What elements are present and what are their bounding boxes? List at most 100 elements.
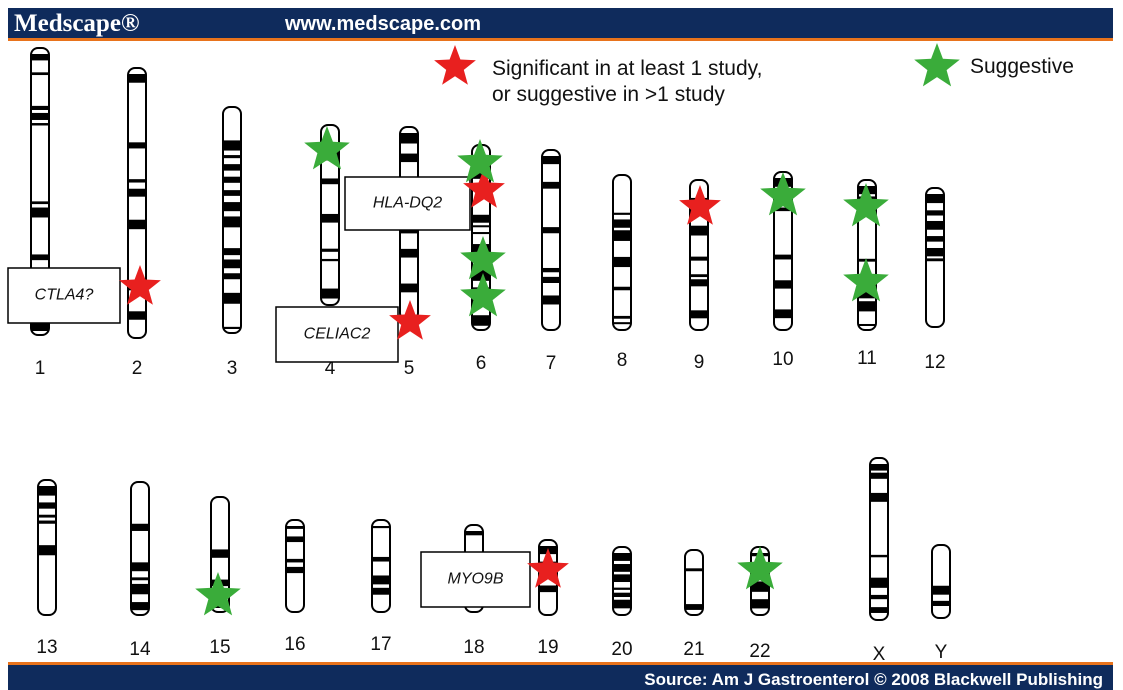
chromosome-label: 15 xyxy=(209,637,230,658)
band xyxy=(473,232,489,235)
chromosome-label: 14 xyxy=(129,639,151,660)
band xyxy=(39,502,55,509)
gene-box xyxy=(344,176,471,231)
band xyxy=(322,178,338,185)
band xyxy=(401,133,417,144)
band xyxy=(614,574,630,583)
star xyxy=(389,300,431,340)
star xyxy=(737,546,783,590)
band xyxy=(212,549,228,558)
band xyxy=(933,585,949,595)
band xyxy=(933,600,949,607)
chromosome-label: Y xyxy=(935,642,948,663)
band xyxy=(543,156,559,165)
chromosome-label: 5 xyxy=(404,358,415,379)
band xyxy=(32,254,48,261)
band xyxy=(859,323,875,326)
band xyxy=(752,599,768,609)
chromosome-label: 2 xyxy=(132,358,143,379)
band xyxy=(927,247,943,257)
band xyxy=(543,227,559,234)
band xyxy=(322,248,338,252)
chromosome-label: 18 xyxy=(463,637,484,658)
gene-label: HLA-DQ2 xyxy=(373,195,442,212)
chromosome-label: 6 xyxy=(476,353,487,374)
band xyxy=(927,258,943,262)
url: www.medscape.com xyxy=(284,13,481,35)
header-rule xyxy=(8,38,1113,41)
band xyxy=(401,153,417,163)
stars xyxy=(119,43,960,616)
chromosome xyxy=(541,149,561,331)
band xyxy=(686,568,702,572)
band xyxy=(32,322,48,331)
band xyxy=(691,225,707,236)
band xyxy=(224,248,240,256)
band xyxy=(614,564,630,572)
band xyxy=(373,587,389,595)
band xyxy=(32,54,48,61)
band xyxy=(401,283,417,293)
star xyxy=(527,548,569,588)
band xyxy=(224,216,240,228)
star xyxy=(460,273,506,317)
band xyxy=(132,602,148,611)
legend-text: Significant in at least 1 study, xyxy=(492,57,762,80)
band xyxy=(39,545,55,556)
band xyxy=(752,581,768,592)
band xyxy=(614,286,630,291)
band xyxy=(129,219,145,230)
band xyxy=(129,188,145,197)
band xyxy=(614,230,630,241)
chromosome-label: 10 xyxy=(772,349,793,370)
band xyxy=(129,142,145,149)
chromosome-label: 16 xyxy=(284,634,305,655)
star xyxy=(914,43,960,87)
chromosome xyxy=(925,187,945,328)
chromosome xyxy=(931,544,951,619)
band xyxy=(614,256,630,268)
footer-bar xyxy=(8,665,1113,690)
band xyxy=(132,562,148,572)
band xyxy=(686,604,702,610)
gene-box xyxy=(420,551,531,608)
band xyxy=(859,258,875,262)
band xyxy=(224,176,240,183)
band xyxy=(32,201,48,205)
band xyxy=(859,301,875,312)
band xyxy=(287,526,303,529)
chromosome-label: 12 xyxy=(924,352,945,373)
band xyxy=(287,558,303,563)
chromosome-label: 4 xyxy=(325,358,336,379)
band xyxy=(614,599,630,609)
gene-boxes: CTLA4? CELIAC2 HLA-DQ2 MYO9B xyxy=(7,176,531,608)
band xyxy=(614,553,630,561)
chromosome xyxy=(130,481,150,616)
gene-box xyxy=(275,306,399,363)
star xyxy=(463,168,505,208)
band xyxy=(775,254,791,260)
band xyxy=(543,276,559,284)
band xyxy=(927,220,943,230)
band xyxy=(129,179,145,183)
legend-text: or suggestive in >1 study xyxy=(492,83,725,106)
band xyxy=(224,326,240,329)
band xyxy=(32,207,48,218)
chromosome-label: 19 xyxy=(537,637,558,658)
band xyxy=(614,592,630,598)
chromosome-label: X xyxy=(873,644,886,665)
band xyxy=(691,310,707,319)
band xyxy=(871,472,887,479)
band xyxy=(543,267,559,273)
band xyxy=(775,309,791,319)
chromosome-label: 22 xyxy=(749,641,770,662)
band xyxy=(224,155,240,159)
star xyxy=(457,139,503,183)
band xyxy=(614,212,630,215)
band xyxy=(129,311,145,320)
band xyxy=(927,210,943,216)
band xyxy=(691,274,707,278)
band xyxy=(224,273,240,280)
band xyxy=(543,295,559,305)
